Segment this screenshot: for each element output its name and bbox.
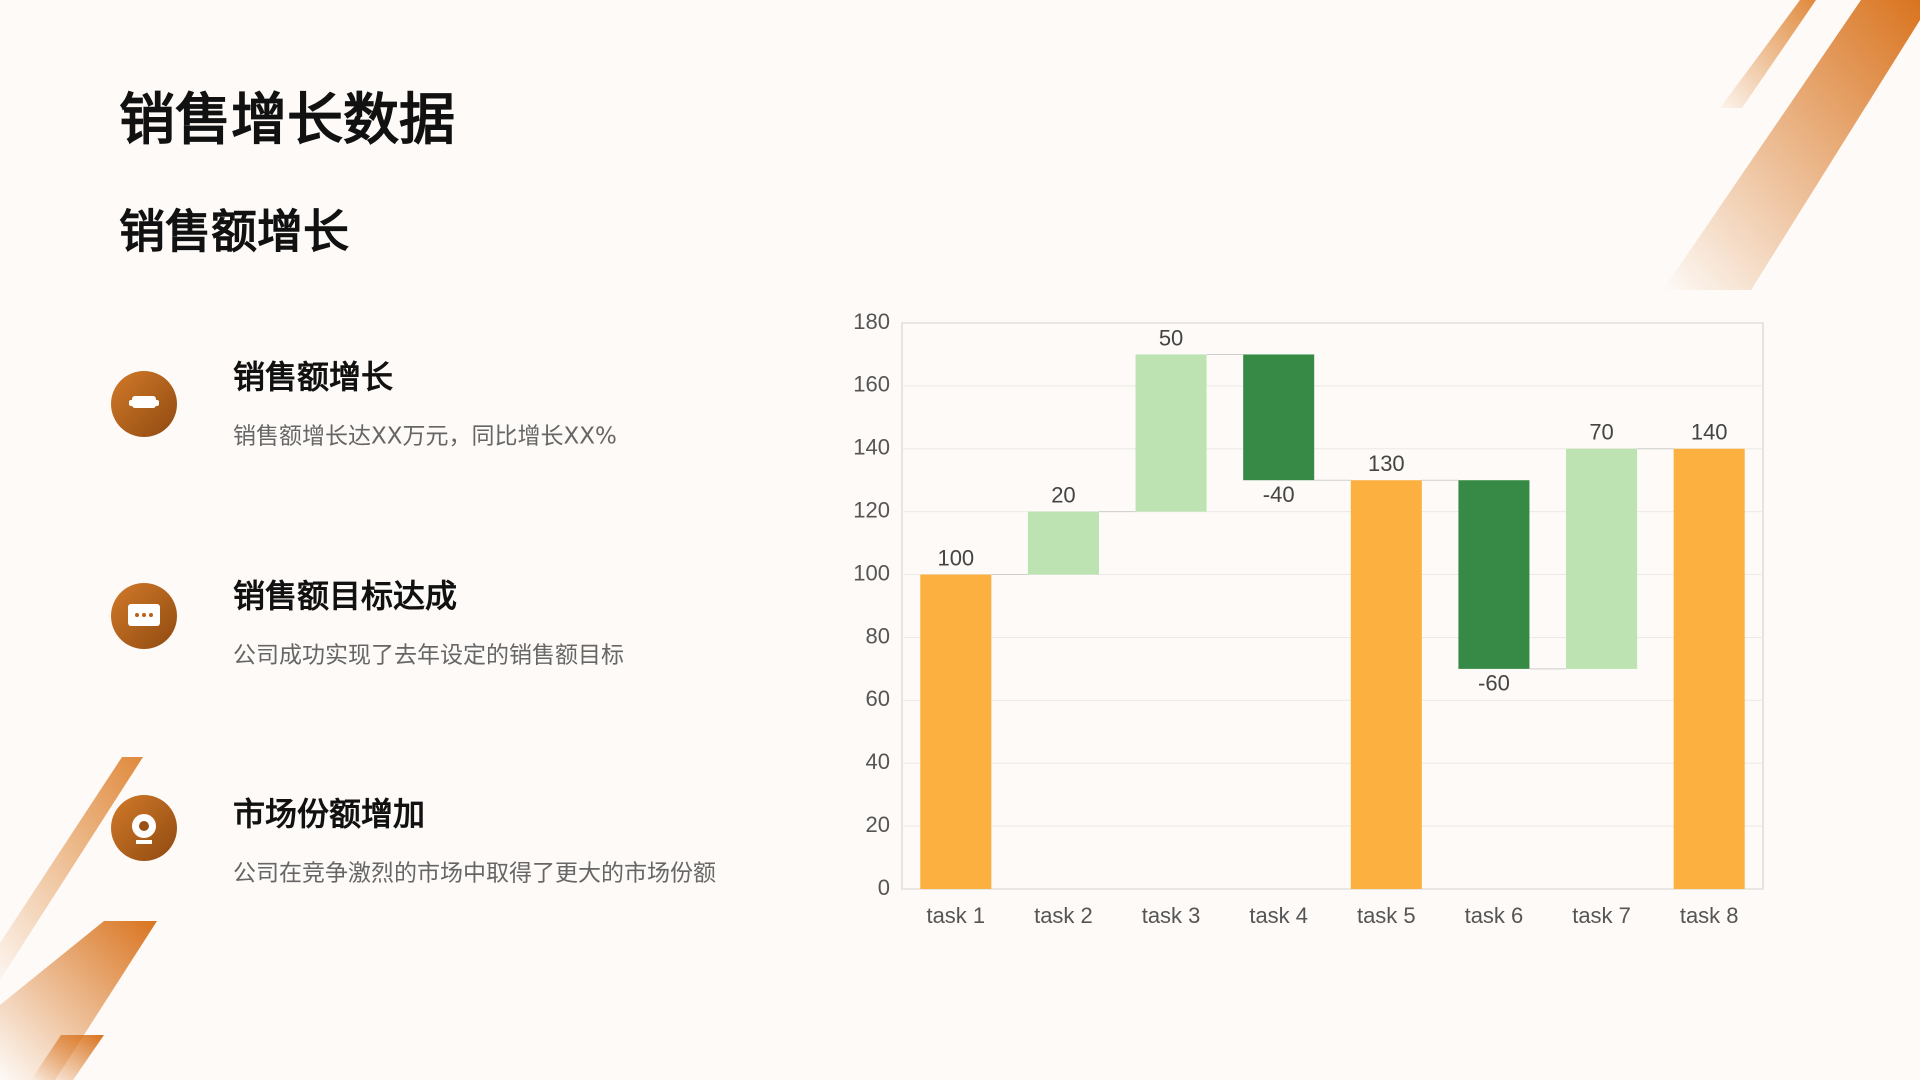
bar (920, 574, 992, 889)
y-tick-label: 20 (866, 812, 890, 837)
item-text: 公司成功实现了去年设定的销售额目标 (233, 643, 624, 669)
decor-stripe (0, 757, 143, 980)
x-tick-label: task 3 (1142, 903, 1201, 928)
decor-stripe (1720, 0, 1816, 108)
y-tick-label: 140 (853, 435, 890, 460)
value-label: -40 (1263, 482, 1295, 507)
decor-stripe (31, 1035, 104, 1080)
bar (1458, 480, 1530, 669)
decor-stripe (1663, 0, 1920, 290)
x-tick-label: task 5 (1357, 903, 1416, 928)
y-tick-label: 60 (866, 686, 890, 711)
subtitle: 销售额增长 (119, 205, 349, 259)
y-tick-label: 180 (853, 309, 890, 334)
icon-glyph (129, 400, 159, 406)
decor-stripe (0, 921, 157, 1080)
chart: 0 20 40 60 80 100 120 140 160 180 task 1 100 task 2 2… (853, 309, 1764, 928)
item-heading: 市场份额增加 (233, 795, 425, 833)
icon-glyph (149, 613, 153, 617)
title: 销售增长数据 (119, 88, 455, 153)
item: 销售额增长 销售额增长达XX万元，同比增长XX% (111, 358, 617, 450)
x-tick-label: task 2 (1034, 903, 1093, 928)
value-label: 50 (1159, 325, 1183, 350)
x-tick-label: task 7 (1572, 903, 1631, 928)
bar (1135, 354, 1207, 512)
x-tick-label: task 1 (926, 903, 985, 928)
icon-glyph (142, 613, 146, 617)
y-tick-label: 80 (866, 623, 890, 648)
value-label: 140 (1691, 420, 1728, 445)
x-tick-label: task 8 (1680, 903, 1739, 928)
value-label: 100 (937, 545, 974, 570)
y-tick-label: 0 (878, 875, 890, 900)
x-tick-label: task 4 (1249, 903, 1308, 928)
bar (1027, 511, 1099, 575)
bar (1350, 480, 1422, 889)
value-label: 20 (1051, 482, 1075, 507)
y-tick-label: 120 (853, 497, 890, 522)
y-tick-label: 40 (866, 749, 890, 774)
item: 销售额目标达成 公司成功实现了去年设定的销售额目标 (111, 577, 624, 669)
item: 市场份额增加 公司在竞争激烈的市场中取得了更大的市场份额 (111, 795, 716, 887)
y-tick-label: 100 (853, 560, 890, 585)
y-tick-label: 160 (853, 372, 890, 397)
icon-glyph (135, 613, 139, 617)
icon-glyph (139, 821, 149, 831)
bar (1673, 448, 1745, 889)
item-heading: 销售额增长 (233, 358, 393, 396)
item-heading: 销售额目标达成 (233, 577, 457, 615)
value-label: -60 (1478, 671, 1510, 696)
x-tick-label: task 6 (1465, 903, 1524, 928)
icon-glyph (136, 840, 152, 844)
item-text: 公司在竞争激烈的市场中取得了更大的市场份额 (233, 861, 716, 887)
value-label: 130 (1368, 451, 1405, 476)
bar (1566, 448, 1638, 669)
bar (1243, 354, 1315, 481)
item-text: 销售额增长达XX万元，同比增长XX% (233, 424, 617, 450)
value-label: 70 (1589, 420, 1613, 445)
